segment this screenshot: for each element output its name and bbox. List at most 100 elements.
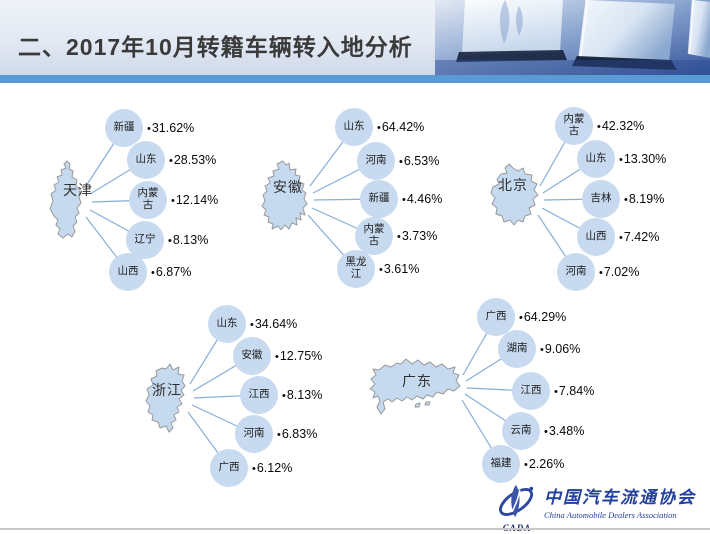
percent-label: •34.64%	[250, 315, 297, 333]
percent-label: •3.61%	[379, 260, 419, 278]
province-bubble-label: 安徽	[241, 349, 263, 362]
percent-value: 4.46%	[406, 192, 443, 206]
province-bubble-label: 新疆	[113, 121, 135, 134]
header-cubes-image	[435, 0, 710, 75]
province-bubble: 河南	[557, 253, 595, 291]
bullet-glyph: •	[277, 429, 281, 441]
province-bubble-label: 江西	[520, 384, 542, 397]
province-bubble-label: 山东	[343, 120, 365, 133]
province-bubble: 内蒙古	[355, 217, 393, 255]
percent-label: •12.14%	[171, 191, 218, 209]
bullet-glyph: •	[379, 264, 383, 276]
percent-label: •31.62%	[147, 119, 194, 137]
map-anhui	[260, 160, 310, 235]
page-title: 二、2017年10月转籍车辆转入地分析	[18, 34, 413, 60]
province-bubble-label: 内蒙古	[137, 187, 159, 211]
percent-label: •12.75%	[275, 347, 322, 365]
percent-label: •64.29%	[519, 308, 566, 326]
percent-value: 42.32%	[601, 119, 645, 133]
percent-value: 6.87%	[155, 265, 192, 279]
percent-value: 64.42%	[381, 120, 425, 134]
province-bubble: 江西	[512, 372, 550, 410]
percent-value: 6.12%	[256, 461, 293, 475]
percent-value: 8.13%	[286, 388, 323, 402]
bullet-glyph: •	[151, 267, 155, 279]
province-bubble: 山西	[109, 253, 147, 291]
percent-value: 7.42%	[623, 230, 660, 244]
region-label-guangdong: 广东	[402, 373, 432, 389]
province-bubble-label: 广西	[218, 461, 240, 474]
province-bubble-label: 山东	[135, 153, 157, 166]
percent-label: •6.87%	[151, 263, 191, 281]
logo-name-en: China Automobile Dealers Association	[544, 510, 677, 520]
percent-label: •7.02%	[599, 263, 639, 281]
percent-value: 12.75%	[279, 349, 323, 363]
bullet-glyph: •	[399, 156, 403, 168]
percent-value: 3.61%	[383, 262, 420, 276]
bullet-glyph: •	[624, 194, 628, 206]
province-bubble-label: 山西	[585, 230, 607, 243]
bottom-rule	[0, 528, 710, 530]
bullet-glyph: •	[275, 351, 279, 363]
percent-value: 7.84%	[558, 384, 595, 398]
province-bubble: 云南	[502, 412, 540, 450]
percent-label: •28.53%	[169, 151, 216, 169]
percent-value: 28.53%	[173, 153, 217, 167]
percent-value: 8.19%	[628, 192, 665, 206]
percent-label: •13.30%	[619, 150, 666, 168]
percent-label: •8.19%	[624, 190, 664, 208]
percent-label: •6.12%	[252, 459, 292, 477]
bullet-glyph: •	[250, 319, 254, 331]
bullet-glyph: •	[252, 463, 256, 475]
province-bubble: 山东	[127, 141, 165, 179]
map-beijing	[488, 161, 542, 232]
bullet-glyph: •	[168, 235, 172, 247]
province-bubble-label: 辽宁	[134, 233, 156, 246]
province-bubble: 山东	[208, 305, 246, 343]
bullet-glyph: •	[599, 267, 603, 279]
province-bubble-label: 河南	[243, 427, 265, 440]
diagram-area: 天津 新疆 •31.62% 山东 •28.53% 内蒙古 •12.14% 辽宁 •8.13% 山西…	[0, 83, 710, 534]
province-bubble-label: 河南	[565, 265, 587, 278]
percent-value: 6.53%	[403, 154, 440, 168]
province-bubble: 辽宁	[126, 221, 164, 259]
province-bubble-label: 新疆	[368, 192, 390, 205]
province-bubble: 河南	[357, 142, 395, 180]
slide-header: 二、2017年10月转籍车辆转入地分析	[0, 0, 710, 75]
map-zhejiang	[143, 362, 191, 439]
bullet-glyph: •	[554, 386, 558, 398]
province-bubble: 安徽	[233, 337, 271, 375]
province-bubble: 内蒙古	[555, 107, 593, 145]
percent-value: 13.30%	[623, 152, 667, 166]
province-bubble-label: 内蒙古	[363, 223, 385, 247]
map-guangdong	[368, 352, 463, 422]
province-bubble: 山东	[577, 140, 615, 178]
bullet-glyph: •	[524, 459, 528, 471]
province-bubble-label: 黑龙江	[345, 256, 367, 280]
region-label-tianjin: 天津	[63, 182, 93, 198]
cada-emblem-icon	[496, 483, 538, 526]
percent-value: 8.13%	[172, 233, 209, 247]
province-bubble-label: 吉林	[590, 192, 612, 205]
percent-value: 12.14%	[175, 193, 219, 207]
province-bubble-label: 山西	[117, 265, 139, 278]
percent-value: 2.26%	[528, 457, 565, 471]
percent-label: •6.83%	[277, 425, 317, 443]
province-bubble: 新疆	[360, 180, 398, 218]
percent-label: •7.42%	[619, 228, 659, 246]
province-bubble-label: 内蒙古	[563, 113, 585, 137]
percent-value: 6.83%	[281, 427, 318, 441]
percent-value: 9.06%	[544, 342, 581, 356]
province-bubble: 湖南	[498, 330, 536, 368]
bullet-glyph: •	[282, 390, 286, 402]
percent-value: 3.73%	[401, 229, 438, 243]
percent-label: •64.42%	[377, 118, 424, 136]
percent-label: •42.32%	[597, 117, 644, 135]
percent-value: 34.64%	[254, 317, 298, 331]
region-label-zhejiang: 浙江	[152, 382, 182, 398]
percent-label: •4.46%	[402, 190, 442, 208]
bullet-glyph: •	[402, 194, 406, 206]
province-bubble: 内蒙古	[129, 181, 167, 219]
province-bubble: 江西	[240, 376, 278, 414]
province-bubble: 广西	[210, 449, 248, 487]
